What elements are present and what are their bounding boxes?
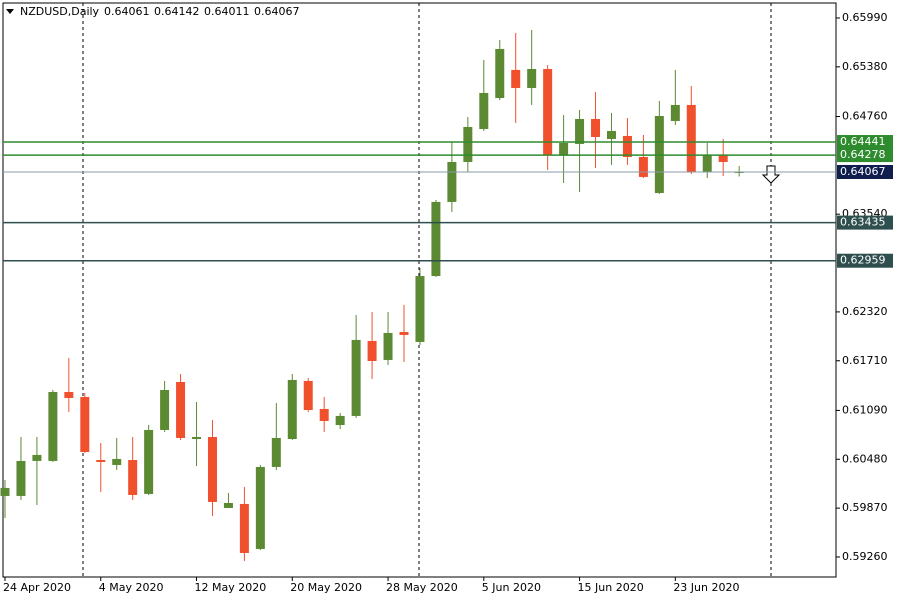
y-tick-label: 0.64760 <box>842 109 888 122</box>
level-label-box <box>837 215 893 230</box>
x-tick-label: 5 Jun 2020 <box>482 581 541 594</box>
candle-body <box>48 391 58 461</box>
x-tick-label: 28 May 2020 <box>386 581 458 594</box>
y-tick-label: 0.65380 <box>842 60 888 73</box>
candle-body <box>591 118 601 137</box>
x-tick-label: 20 May 2020 <box>290 581 362 594</box>
y-tick-label: 0.59870 <box>842 501 888 514</box>
candle-body <box>192 437 202 440</box>
candle-body <box>64 391 74 399</box>
candle-body <box>128 459 138 495</box>
candle-body <box>383 332 393 360</box>
candle-body <box>351 339 361 416</box>
candle-body <box>367 340 377 361</box>
ohlc-value: 0.64011 <box>204 5 250 18</box>
candle-body <box>239 503 249 553</box>
ohlc-value: 0.64061 <box>104 5 150 18</box>
candle-body <box>255 466 265 549</box>
x-tick-label: 24 Apr 2020 <box>3 581 71 594</box>
candle-body <box>543 68 553 156</box>
level-label: 0.62959 <box>840 254 886 267</box>
level-label-box <box>837 135 893 150</box>
candle-body <box>415 276 425 342</box>
candle-body <box>207 437 217 502</box>
ohlc-value: 0.64142 <box>154 5 200 18</box>
y-tick-label: 0.62320 <box>842 305 888 318</box>
candle-body <box>559 142 569 156</box>
candle-body <box>670 104 680 121</box>
level-label-box <box>837 253 893 268</box>
candle-body <box>622 135 632 158</box>
y-tick-label: 0.60480 <box>842 452 888 465</box>
candle-body <box>495 48 505 98</box>
shift-arrow[interactable] <box>761 165 781 184</box>
ohlc-value: 0.64067 <box>254 5 300 18</box>
chart-title: NZDUSD,Daily <box>20 5 100 18</box>
candle-body <box>271 437 281 467</box>
candle-body <box>511 69 521 88</box>
y-tick-label: 0.65990 <box>842 11 888 24</box>
candle-body <box>606 130 616 139</box>
candle-body <box>160 389 170 430</box>
candle-body <box>527 68 537 88</box>
candle-body <box>463 126 473 162</box>
candle-body <box>32 454 42 461</box>
ohlc-header: 0.64061 0.64142 0.64011 0.64067 <box>104 5 300 18</box>
candle-body <box>638 157 648 177</box>
y-tick-label: 0.59260 <box>842 550 888 563</box>
y-tick-label: 0.61090 <box>842 403 888 416</box>
candle-body <box>702 155 712 172</box>
candle-body <box>112 458 122 465</box>
candle-body <box>319 408 329 421</box>
candle-body <box>144 429 154 494</box>
candle-body <box>575 118 585 144</box>
y-tick-label: 0.61710 <box>842 354 888 367</box>
candle-body <box>303 380 313 411</box>
level-label-box <box>837 148 893 163</box>
level-label: 0.64278 <box>840 148 886 161</box>
menu-arrow[interactable] <box>6 9 14 14</box>
candle-body <box>223 502 233 508</box>
x-tick-label: 12 May 2020 <box>195 581 267 594</box>
candle-body <box>16 460 26 496</box>
candle-body <box>287 379 297 440</box>
candle-body <box>686 104 696 172</box>
candle-body <box>447 161 457 202</box>
candle-body <box>431 201 441 277</box>
candle-body <box>176 381 186 438</box>
candle-body <box>399 332 409 335</box>
price-label: 0.64067 <box>840 165 886 178</box>
price-label-box <box>837 164 893 179</box>
candle-body <box>479 92 489 129</box>
x-tick-label: 23 Jun 2020 <box>673 581 739 594</box>
candle-body <box>96 459 106 462</box>
x-tick-label: 4 May 2020 <box>99 581 164 594</box>
candle-body <box>0 487 10 496</box>
candle-body <box>335 415 345 425</box>
x-tick-label: 15 Jun 2020 <box>578 581 644 594</box>
candle-body <box>718 155 728 162</box>
candle-body <box>80 396 90 452</box>
level-label: 0.64441 <box>840 135 886 148</box>
level-label: 0.63435 <box>840 216 886 229</box>
